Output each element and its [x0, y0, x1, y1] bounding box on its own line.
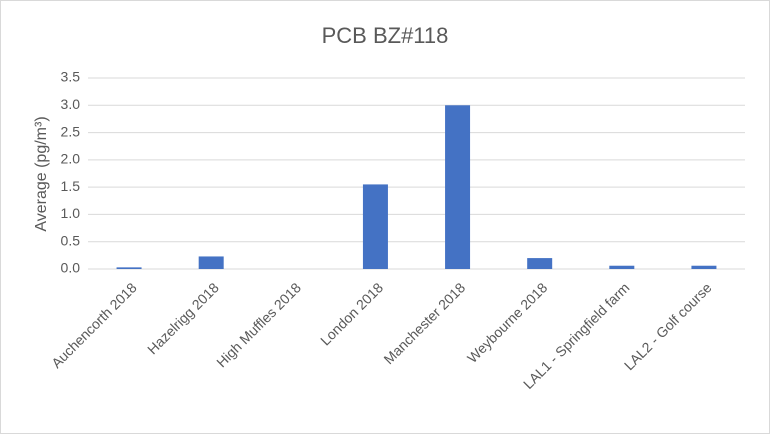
bar: [116, 267, 142, 269]
y-axis-label: Average (pg/m³): [33, 116, 50, 231]
y-tick-label: 3.0: [61, 96, 81, 112]
bar: [691, 265, 717, 269]
bar: [198, 256, 224, 269]
y-tick-label: 2.0: [61, 151, 81, 167]
y-tick-label: 3.5: [61, 69, 81, 85]
y-tick-label: 2.5: [61, 123, 81, 139]
y-tick-label: 0.0: [61, 260, 81, 276]
y-tick-label: 1.0: [61, 205, 81, 221]
bar: [445, 105, 471, 270]
y-tick-label: 1.5: [61, 178, 81, 194]
bar: [527, 258, 553, 269]
bar: [609, 265, 635, 269]
y-tick-label: 0.5: [61, 232, 81, 248]
chart-title: PCB BZ#118: [322, 23, 449, 48]
bar: [362, 184, 388, 269]
